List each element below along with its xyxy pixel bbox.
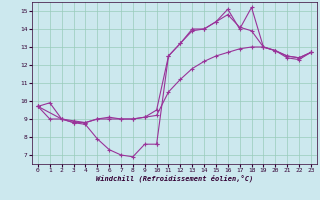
X-axis label: Windchill (Refroidissement éolien,°C): Windchill (Refroidissement éolien,°C)	[96, 175, 253, 182]
